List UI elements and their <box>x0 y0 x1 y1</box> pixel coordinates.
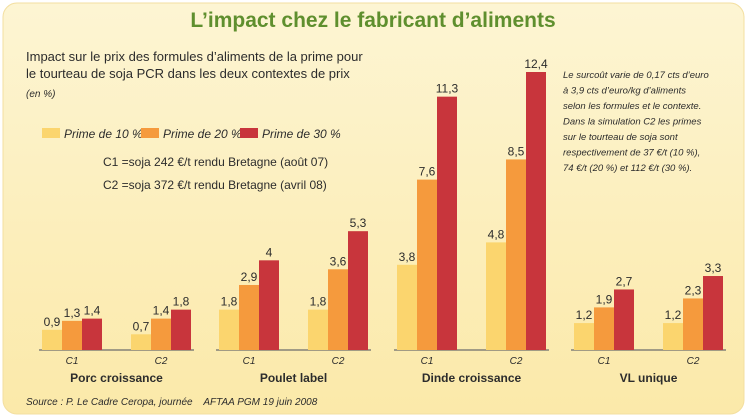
bar-dinde-croissance-c1-prime-30 <box>437 96 457 351</box>
bar-dinde-croissance-c2-prime-30 <box>526 72 546 350</box>
data-label-porc-croissance-c2-2: 1,4 <box>153 304 170 318</box>
data-label-poulet-label-c1-1: 1,8 <box>221 295 238 309</box>
bar-porc-croissance-c1-prime-10 <box>42 329 62 350</box>
legend-label-2: Prime de 20 % <box>163 127 242 141</box>
chart-subtitle-line-2: le tourteau de soja PCR dans les deux co… <box>26 66 350 81</box>
annotation-line-5: sur le tourteau de soja sont <box>563 132 678 143</box>
annotation-line-4: Dans la simulation C2 les primes <box>563 117 702 128</box>
data-label-vl-unique-c2-3: 3,3 <box>705 261 722 275</box>
bar-porc-croissance-c2-prime-20 <box>151 318 171 350</box>
context-label-poulet-label-c1: C1 <box>243 356 256 367</box>
context-note-c1: C1 =soja 242 €/t rendu Bretagne (août 07… <box>103 155 328 169</box>
data-label-vl-unique-c2-2: 2,3 <box>685 283 702 297</box>
bar-dinde-croissance-c2-prime-20 <box>506 159 526 350</box>
context-label-dinde-croissance-c1: C1 <box>421 356 434 367</box>
annotation-line-6: respectivement de 37 €/t (10 %), <box>563 148 700 159</box>
legend-swatch-2 <box>141 128 159 138</box>
data-label-dinde-croissance-c1-1: 3,8 <box>399 250 416 264</box>
context-label-poulet-label-c2: C2 <box>332 356 345 367</box>
group-label-porc-croissance: Porc croissance <box>70 371 163 385</box>
legend-swatch-1 <box>42 128 60 138</box>
data-label-vl-unique-c2-1: 1,2 <box>665 308 682 322</box>
data-label-dinde-croissance-c1-3: 11,3 <box>436 82 459 96</box>
bar-porc-croissance-c2-prime-10 <box>131 334 151 350</box>
data-label-vl-unique-c1-2: 1,9 <box>596 292 613 306</box>
bar-porc-croissance-c1-prime-20 <box>62 320 82 350</box>
bar-vl-unique-c2-prime-30 <box>703 276 723 350</box>
bar-poulet-label-c2-prime-30 <box>348 231 368 350</box>
chart-source: Source : P. Le Cadre Ceropa, journée AFT… <box>26 397 318 408</box>
data-label-dinde-croissance-c2-3: 12,4 <box>524 57 548 71</box>
group-label-vl-unique: VL unique <box>620 371 678 385</box>
context-label-vl-unique-c1: C1 <box>598 356 611 367</box>
data-label-vl-unique-c1-1: 1,2 <box>576 308 593 322</box>
bar-porc-croissance-c2-prime-30 <box>171 309 191 350</box>
data-label-poulet-label-c2-1: 1,8 <box>310 295 327 309</box>
data-label-poulet-label-c2-2: 3,6 <box>330 254 347 268</box>
data-label-porc-croissance-c2-1: 0,7 <box>133 319 150 333</box>
data-label-porc-croissance-c1-3: 1,4 <box>84 304 101 318</box>
data-label-porc-croissance-c2-3: 1,8 <box>173 295 190 309</box>
chart-title: L’impact chez le fabricant d’aliments <box>190 9 555 32</box>
data-label-porc-croissance-c1-2: 1,3 <box>64 306 81 320</box>
data-label-dinde-croissance-c2-1: 4,8 <box>488 227 505 241</box>
context-label-porc-croissance-c1: C1 <box>66 356 79 367</box>
context-note-c2: C2 =soja 372 €/t rendu Bretagne (avril 0… <box>103 178 327 192</box>
bar-poulet-label-c1-prime-10 <box>219 309 239 350</box>
data-label-dinde-croissance-c1-2: 7,6 <box>419 165 436 179</box>
bar-dinde-croissance-c1-prime-20 <box>417 179 437 350</box>
bar-dinde-croissance-c2-prime-10 <box>486 242 506 350</box>
context-label-porc-croissance-c2: C2 <box>155 356 168 367</box>
data-label-vl-unique-c1-3: 2,7 <box>616 274 633 288</box>
bar-poulet-label-c1-prime-30 <box>259 260 279 350</box>
bar-poulet-label-c2-prime-10 <box>308 309 328 350</box>
data-label-poulet-label-c2-3: 5,3 <box>350 216 367 230</box>
annotation-line-3: selon les formules et le contexte. <box>563 101 701 112</box>
data-label-poulet-label-c1-3: 4 <box>266 245 273 259</box>
chart-subtitle-line-1: Impact sur le prix des formules d’alimen… <box>26 49 363 64</box>
bar-poulet-label-c1-prime-20 <box>239 284 259 350</box>
annotation-line-1: Le surcoût varie de 0,17 cts d’euro <box>563 70 709 81</box>
bar-vl-unique-c1-prime-30 <box>614 289 634 350</box>
bar-porc-croissance-c1-prime-30 <box>82 318 102 350</box>
bar-vl-unique-c2-prime-10 <box>663 323 683 350</box>
annotation-line-2: à 3,9 cts d’euro/kg d’aliments <box>563 86 686 97</box>
data-label-porc-croissance-c1-1: 0,9 <box>44 315 61 329</box>
data-label-dinde-croissance-c2-2: 8,5 <box>508 144 525 158</box>
legend-swatch-3 <box>240 128 258 138</box>
bar-poulet-label-c2-prime-20 <box>328 269 348 350</box>
bar-vl-unique-c1-prime-20 <box>594 307 614 350</box>
chart-legend: Prime de 10 % Prime de 20 % Prime de 30 % <box>42 127 341 141</box>
chart-unit: (en %) <box>26 89 55 100</box>
group-label-dinde-croissance: Dinde croissance <box>422 371 522 385</box>
context-label-vl-unique-c2: C2 <box>687 356 700 367</box>
chart-annotation: Le surcoût varie de 0,17 cts d’euro à 3,9… <box>563 70 709 174</box>
legend-label-3: Prime de 30 % <box>262 127 341 141</box>
data-label-poulet-label-c1-2: 2,9 <box>241 270 258 284</box>
bar-vl-unique-c2-prime-20 <box>683 298 703 350</box>
annotation-line-7: 74 €/t (20 %) et 112 €/t (30 %). <box>563 163 692 174</box>
bar-dinde-croissance-c1-prime-10 <box>397 264 417 350</box>
context-label-dinde-croissance-c2: C2 <box>510 356 523 367</box>
legend-label-1: Prime de 10 % <box>64 127 143 141</box>
bar-vl-unique-c1-prime-10 <box>574 323 594 350</box>
group-label-poulet-label: Poulet label <box>260 371 327 385</box>
